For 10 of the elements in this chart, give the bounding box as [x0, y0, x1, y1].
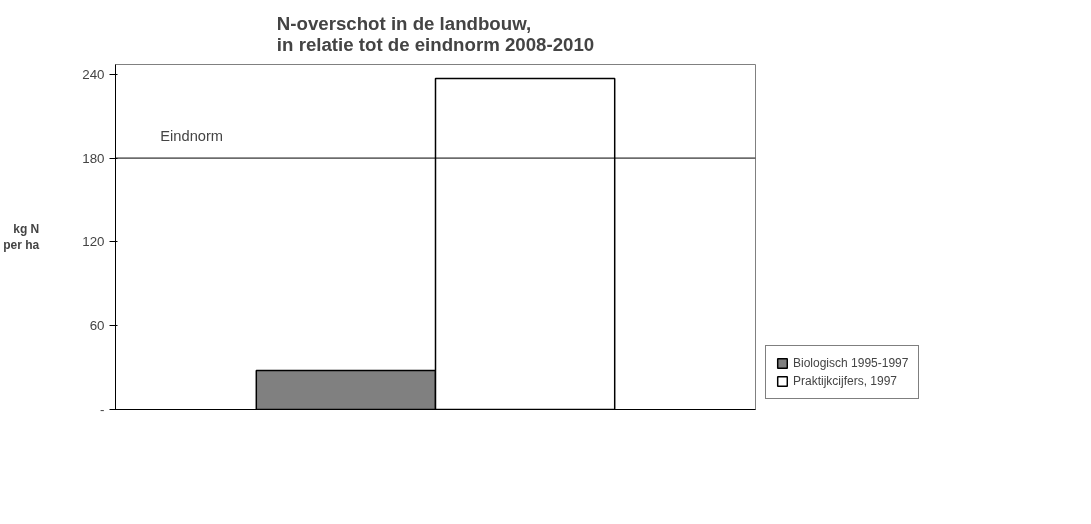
- y-tick-label: -: [100, 402, 105, 417]
- y-tick-label: 60: [89, 318, 105, 334]
- legend-label: Biologisch 1995-1997: [793, 356, 909, 370]
- legend-label: Praktijkcijfers, 1997: [793, 374, 898, 388]
- ref-line-label: Eindnorm: [160, 128, 224, 145]
- y-tick-label: 180: [82, 150, 105, 166]
- y-tick-label: 240: [82, 66, 105, 82]
- y-axis-title: kg N per ha: [3, 221, 40, 253]
- chart-title: N-overschot in de landbouw, in relatie tot de eindnorm 2008-2010: [276, 12, 595, 55]
- y-tick-label: 120: [82, 234, 105, 250]
